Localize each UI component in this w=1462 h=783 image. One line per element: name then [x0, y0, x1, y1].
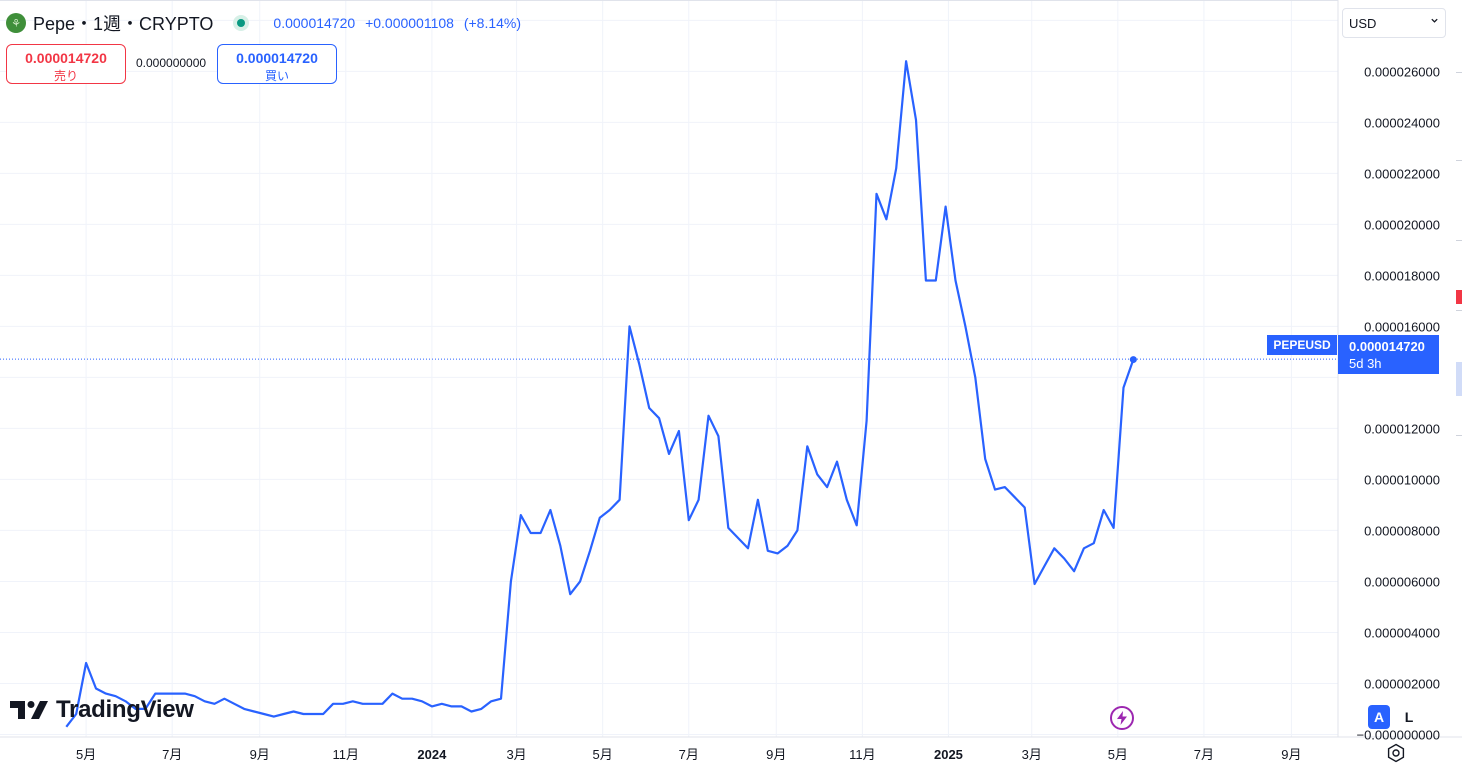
- sell-label: 売り: [53, 69, 78, 83]
- x-tick-label: 5月: [593, 747, 613, 762]
- x-tick-label: 5月: [76, 747, 96, 762]
- buy-price: 0.000014720: [236, 50, 318, 66]
- currency-select[interactable]: USD: [1342, 8, 1446, 38]
- buy-button[interactable]: 0.000014720 買い: [217, 44, 337, 84]
- last-price-tag-value: 0.000014720: [1349, 339, 1425, 354]
- edge-highlight-marker: [1456, 362, 1462, 396]
- x-tick-label: 9月: [1281, 747, 1301, 762]
- edge-divider: [1456, 160, 1462, 161]
- y-tick-label: 0.000012000: [1364, 421, 1440, 436]
- price-line-series: [65, 60, 1135, 728]
- y-tick-label: 0.000006000: [1364, 574, 1440, 589]
- x-tick-label: 9月: [250, 747, 270, 762]
- live-dot-icon: [233, 15, 250, 31]
- symbol-price-tag: PEPEUSD: [1267, 335, 1337, 355]
- quote-values: 0.000014720 +0.000001108 (+8.14%): [273, 15, 527, 31]
- symbol-title[interactable]: Pepe・1週・CRYPTO: [33, 14, 214, 34]
- horizontal-grid: [0, 19, 1338, 735]
- price-axis-labels: 0.000026000 0.000024000 0.000022000 0.00002…: [1356, 64, 1440, 742]
- x-tick-label: 11月: [849, 747, 876, 762]
- gear-icon[interactable]: [1384, 741, 1408, 765]
- lightning-icon[interactable]: [1110, 706, 1134, 730]
- last-price-tag: 0.000014720 5d 3h: [1338, 335, 1439, 374]
- sell-button[interactable]: 0.000014720 売り: [6, 44, 126, 84]
- currency-value: USD: [1349, 16, 1377, 31]
- edge-divider: [1456, 240, 1462, 241]
- auto-scale-button[interactable]: A: [1368, 705, 1390, 729]
- edge-divider: [1456, 435, 1462, 436]
- buy-label: 買い: [264, 69, 289, 83]
- logo-text: TradingView: [56, 696, 194, 723]
- last-price-dot: [1129, 356, 1137, 364]
- x-tick-label: 11月: [333, 747, 360, 762]
- y-tick-label: −0.000000000: [1356, 727, 1440, 742]
- y-tick-label: 0.000026000: [1364, 64, 1440, 79]
- last-price: 0.000014720: [273, 15, 356, 31]
- price-change: +0.000001108: [365, 15, 454, 31]
- y-tick-label: 0.000016000: [1364, 319, 1440, 334]
- log-scale-button[interactable]: L: [1404, 709, 1414, 725]
- symbol-legend: ⚘ Pepe・1週・CRYPTO 0.000014720 +0.00000110…: [6, 10, 527, 36]
- y-tick-label: 0.000020000: [1364, 217, 1440, 232]
- time-axis-labels: 5月 7月 9月 11月 2024 3月 5月 7月 9月 11月 2025 3月 5月 7月 9月: [76, 747, 1302, 762]
- x-tick-label: 3月: [1022, 747, 1042, 762]
- y-tick-label: 0.000002000: [1364, 676, 1440, 691]
- edge-divider: [1456, 310, 1462, 311]
- x-tick-label: 7月: [679, 747, 699, 762]
- y-tick-label: 0.000022000: [1364, 166, 1440, 181]
- edge-divider: [1456, 72, 1462, 73]
- chevron-down-icon: [1430, 16, 1439, 28]
- sell-price: 0.000014720: [25, 50, 107, 66]
- vertical-grid: [85, 0, 1292, 737]
- edge-alert-marker: [1456, 290, 1462, 304]
- y-tick-label: 0.000008000: [1364, 523, 1440, 538]
- x-tick-label: 5月: [1108, 747, 1128, 762]
- spread-value: 0.000000000: [136, 56, 207, 70]
- x-tick-label: 2025: [934, 747, 963, 762]
- x-tick-label: 9月: [766, 747, 786, 762]
- x-tick-label: 7月: [1194, 747, 1214, 762]
- x-tick-label: 7月: [162, 747, 182, 762]
- tradingview-logo-icon: [10, 701, 48, 719]
- x-tick-label: 2024: [417, 747, 447, 762]
- price-change-percent: (+8.14%): [463, 15, 522, 31]
- x-tick-label: 3月: [506, 747, 526, 762]
- y-tick-label: 0.000010000: [1364, 472, 1440, 487]
- bar-countdown: 5d 3h: [1349, 356, 1382, 371]
- y-tick-label: 0.000018000: [1364, 268, 1440, 283]
- y-tick-label: 0.000004000: [1364, 625, 1440, 640]
- pepe-coin-icon: ⚘: [6, 13, 26, 33]
- y-tick-label: 0.000024000: [1364, 115, 1440, 130]
- tradingview-logo[interactable]: TradingView: [10, 696, 194, 724]
